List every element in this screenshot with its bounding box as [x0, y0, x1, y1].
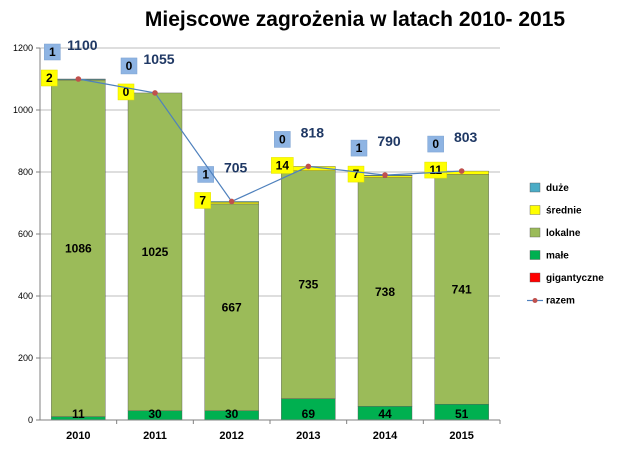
chart-title: Miejscowe zagrożenia w latach 2010- 2015: [145, 8, 566, 31]
data-label-male: 30: [225, 407, 239, 421]
data-label-lokalne: 738: [375, 285, 395, 299]
badge-duze: [44, 43, 61, 61]
legend-swatch: [529, 182, 541, 193]
badge-duze: [274, 131, 291, 148]
legend: duże średnie lokalne małe gigantyczne razem: [527, 182, 604, 307]
marker-razem: [75, 76, 82, 82]
x-tick-label: 2012: [219, 430, 243, 442]
badge-srednie: [41, 69, 58, 87]
y-tick-label: 0: [28, 415, 33, 425]
data-label-duze: 0: [432, 137, 439, 151]
x-tick-label: 2014: [373, 430, 398, 442]
bar-lokalne: [281, 170, 336, 399]
data-label-razem: 1100: [67, 37, 98, 53]
badge-srednie: [424, 161, 447, 179]
data-label-duze: 0: [126, 59, 133, 73]
legend-item: małe: [529, 250, 569, 262]
legend-item: gigantyczne: [529, 272, 604, 284]
x-tick-label: 2010: [66, 430, 90, 442]
data-label-srednie: 14: [276, 158, 290, 172]
legend-label: gigantyczne: [546, 273, 604, 284]
data-label-duze: 1: [49, 45, 56, 59]
data-label-duze: 1: [202, 167, 209, 181]
data-label-male: 51: [455, 407, 469, 421]
bar-lokalne: [204, 203, 259, 411]
legend-swatch: [529, 272, 541, 283]
marker-razem: [152, 90, 158, 96]
data-label-srednie: 7: [353, 167, 360, 181]
data-label-razem: 790: [377, 133, 401, 149]
x-axis: 2010 2011 2012 2013 2014 2015: [40, 419, 501, 442]
data-label-razem: 1055: [143, 51, 174, 67]
badge-duze: [427, 135, 444, 153]
data-label-male: 30: [148, 407, 162, 421]
data-label-srednie: 7: [199, 193, 206, 207]
data-label-lokalne: 741: [452, 282, 472, 296]
data-label-srednie: 2: [46, 71, 53, 85]
x-tick-label: 2011: [143, 430, 167, 442]
data-label-male: 44: [378, 407, 392, 421]
data-label-male: 69: [302, 407, 316, 421]
y-axis: 0 200 400 600 800 1000 1200: [13, 43, 41, 425]
total-line: [75, 76, 465, 205]
x-tick-label: 2013: [296, 430, 320, 442]
legend-item: duże: [529, 182, 569, 194]
data-label-duze: 1: [356, 141, 363, 155]
data-label-razem: 705: [224, 159, 248, 175]
data-label-lokalne: 735: [298, 278, 318, 292]
legend-label: duże: [546, 183, 569, 194]
data-label-lokalne: 1025: [142, 245, 169, 259]
badge-srednie: [271, 157, 294, 174]
marker-razem: [382, 172, 388, 178]
legend-swatch: [529, 250, 541, 260]
marker-razem: [458, 168, 465, 174]
data-label-srednie: 11: [429, 163, 442, 177]
legend-swatch: [529, 227, 541, 238]
legend-item: średnie: [529, 205, 582, 217]
y-tick-label: 800: [18, 167, 33, 177]
badge-duze: [120, 57, 138, 75]
legend-label: razem: [546, 296, 575, 307]
data-label-lokalne: 1086: [65, 241, 92, 255]
bar-lokalne: [434, 174, 489, 405]
data-label-male: 11: [72, 407, 85, 421]
data-label-srednie: 0: [123, 85, 130, 99]
data-label-lokalne: 667: [222, 300, 242, 314]
data-label-duze: 0: [279, 132, 286, 146]
legend-marker: [532, 298, 538, 303]
x-tick-label: 2015: [449, 430, 473, 442]
bars: [51, 78, 489, 421]
legend-swatch: [529, 205, 541, 215]
legend-label: średnie: [546, 206, 582, 217]
y-tick-label: 1000: [13, 105, 33, 115]
marker-razem: [305, 163, 312, 170]
bar-lokalne: [357, 177, 413, 407]
legend-item: razem: [527, 296, 575, 307]
y-tick-label: 200: [18, 353, 33, 363]
y-tick-label: 400: [18, 291, 33, 301]
y-tick-label: 1200: [13, 43, 33, 53]
data-label-razem: 803: [454, 129, 478, 145]
marker-razem: [228, 198, 235, 205]
legend-label: lokalne: [546, 228, 581, 239]
legend-item: lokalne: [529, 227, 581, 239]
badge-srednie: [347, 165, 365, 183]
line-razem: [78, 78, 462, 203]
legend-label: małe: [546, 251, 569, 262]
data-label-razem: 818: [301, 124, 325, 140]
badge-duze: [350, 139, 368, 157]
badge-srednie: [194, 192, 211, 209]
y-tick-label: 600: [18, 229, 33, 239]
grid: [40, 47, 500, 421]
